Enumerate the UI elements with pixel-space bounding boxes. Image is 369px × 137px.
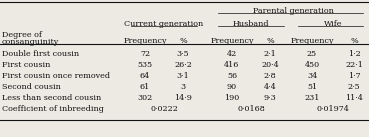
Text: 450: 450 bbox=[304, 61, 320, 69]
Text: 535: 535 bbox=[137, 61, 152, 69]
Text: 0·0168: 0·0168 bbox=[237, 105, 265, 113]
Text: 72: 72 bbox=[140, 50, 150, 58]
Text: 26·2: 26·2 bbox=[174, 61, 192, 69]
Text: %: % bbox=[266, 37, 274, 45]
Text: Frequency: Frequency bbox=[210, 37, 254, 45]
Text: 190: 190 bbox=[224, 94, 239, 102]
Text: 14·9: 14·9 bbox=[174, 94, 192, 102]
Text: Coefficient of inbreeding: Coefficient of inbreeding bbox=[2, 105, 104, 113]
Text: Parental generation: Parental generation bbox=[252, 7, 334, 15]
Text: 231: 231 bbox=[304, 94, 320, 102]
Text: Frequency: Frequency bbox=[123, 37, 167, 45]
Text: 34: 34 bbox=[307, 72, 317, 80]
Text: 90: 90 bbox=[227, 83, 237, 91]
Text: consanguinity: consanguinity bbox=[2, 38, 59, 46]
Text: First cousin once removed: First cousin once removed bbox=[2, 72, 110, 80]
Text: 42: 42 bbox=[227, 50, 237, 58]
Text: Current generation: Current generation bbox=[124, 20, 204, 28]
Text: First cousin: First cousin bbox=[2, 61, 51, 69]
Text: 0·01974: 0·01974 bbox=[317, 105, 349, 113]
Text: 3·1: 3·1 bbox=[177, 72, 189, 80]
Text: 56: 56 bbox=[227, 72, 237, 80]
Text: 4·4: 4·4 bbox=[263, 83, 276, 91]
Text: 416: 416 bbox=[224, 61, 240, 69]
Text: 64: 64 bbox=[140, 72, 150, 80]
Text: Second cousin: Second cousin bbox=[2, 83, 61, 91]
Text: 9·3: 9·3 bbox=[263, 94, 276, 102]
Text: 3: 3 bbox=[180, 83, 186, 91]
Text: 0·0222: 0·0222 bbox=[150, 105, 178, 113]
Text: 1·7: 1·7 bbox=[348, 72, 360, 80]
Text: 2·8: 2·8 bbox=[264, 72, 276, 80]
Text: 2·1: 2·1 bbox=[263, 50, 276, 58]
Text: 51: 51 bbox=[307, 83, 317, 91]
Text: Double first cousin: Double first cousin bbox=[2, 50, 79, 58]
Text: 61: 61 bbox=[140, 83, 150, 91]
Text: %: % bbox=[179, 37, 187, 45]
Text: 302: 302 bbox=[137, 94, 153, 102]
Text: 22·1: 22·1 bbox=[345, 61, 363, 69]
Text: Degree of: Degree of bbox=[2, 31, 42, 39]
Text: 11·4: 11·4 bbox=[345, 94, 363, 102]
Text: 25: 25 bbox=[307, 50, 317, 58]
Text: 20·4: 20·4 bbox=[261, 61, 279, 69]
Text: 3·5: 3·5 bbox=[177, 50, 189, 58]
Text: %: % bbox=[350, 37, 358, 45]
Text: 2·5: 2·5 bbox=[348, 83, 360, 91]
Text: Less than second cousin: Less than second cousin bbox=[2, 94, 101, 102]
Text: Husband: Husband bbox=[233, 20, 269, 28]
Text: Frequency: Frequency bbox=[290, 37, 334, 45]
Text: Wife: Wife bbox=[324, 20, 342, 28]
Text: 1·2: 1·2 bbox=[348, 50, 361, 58]
